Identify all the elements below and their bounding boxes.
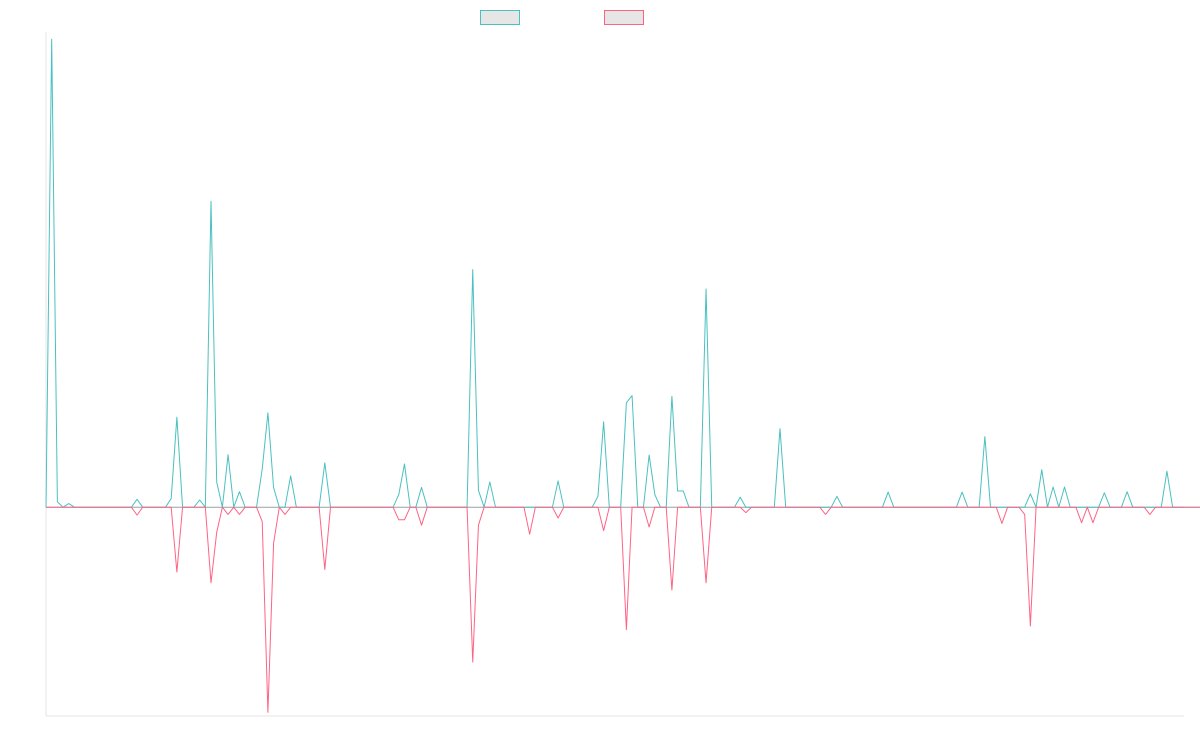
series-line-1 xyxy=(45,38,1200,508)
series-line-2 xyxy=(46,506,1200,713)
legend-swatch-series-2[interactable] xyxy=(604,10,644,25)
legend-swatch-series-1[interactable] xyxy=(480,10,520,25)
